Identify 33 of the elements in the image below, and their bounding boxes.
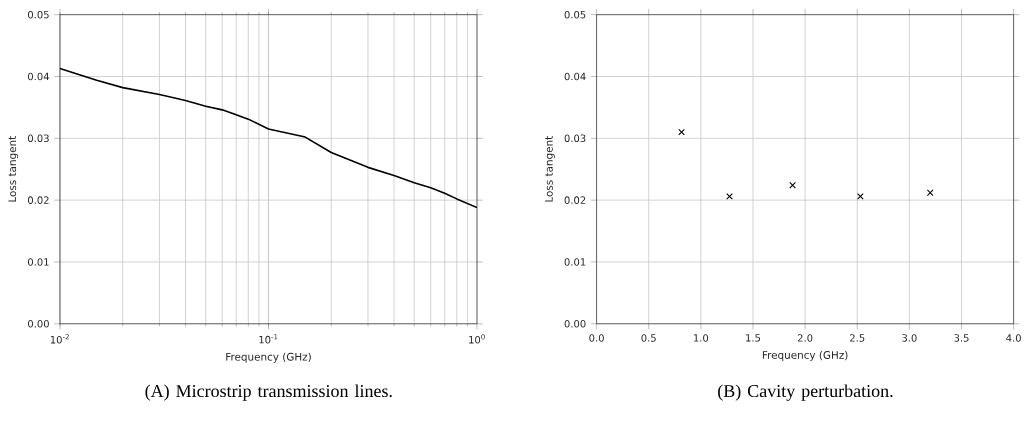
y-tick-label: 0.02 xyxy=(564,196,586,205)
x-tick-label: 10$^{0}$ xyxy=(469,334,485,344)
x-tick-label: 10$^{-1}$ xyxy=(259,334,278,344)
point xyxy=(926,189,934,197)
x-tick-label: 0.0 xyxy=(589,334,604,342)
x-tick-label: 10$^{-2}$ xyxy=(50,334,69,344)
y-tick-label: 0.00 xyxy=(564,320,586,328)
y-tick-label: 0.04 xyxy=(27,72,49,81)
y-axis-title: Loss tangent xyxy=(545,136,555,202)
text: (B) Cavity perturbation. xyxy=(718,384,893,401)
x-axis-title: Frequency (GHz) xyxy=(762,351,848,362)
x-tick-label: 4.0 xyxy=(1006,334,1021,342)
x-tick-label: 1.0 xyxy=(694,334,709,342)
text: (A) Microstrip transmission lines. xyxy=(145,384,392,401)
point xyxy=(678,128,685,136)
x-tick-label: 2.0 xyxy=(797,334,813,342)
y-tick-label: 0.03 xyxy=(564,134,586,143)
y-tick-label: 0.00 xyxy=(27,320,49,328)
x-tick-label: 0.5 xyxy=(641,334,656,342)
x-axis-title: Frequency (GHz) xyxy=(226,352,311,363)
x-tick-label: 3.5 xyxy=(954,334,969,342)
x-tick-label: 1.5 xyxy=(746,334,761,342)
y-tick-label: 0.05 xyxy=(27,11,49,19)
y-axis-title: Loss tangent xyxy=(8,136,19,202)
y-tick-label: 0.05 xyxy=(564,11,586,19)
y-tick-label: 0.03 xyxy=(27,134,49,143)
y-tick-label: 0.04 xyxy=(564,72,586,81)
y-tick-label: 0.01 xyxy=(564,258,586,266)
x-tick-label: 2.5 xyxy=(850,334,865,342)
y-tick-label: 0.02 xyxy=(27,196,49,205)
x-tick-label: 3.0 xyxy=(902,334,917,342)
point xyxy=(789,182,796,189)
y-tick-label: 0.01 xyxy=(27,258,49,266)
